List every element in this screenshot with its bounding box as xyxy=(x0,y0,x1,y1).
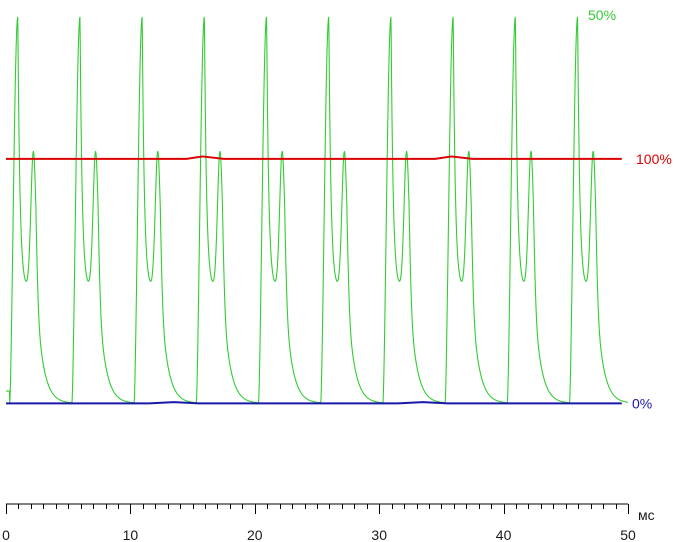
x-tick-label: 20 xyxy=(247,527,263,542)
series-line-2 xyxy=(6,401,622,405)
x-tick-label: 30 xyxy=(371,527,387,542)
x-tick-label: 0 xyxy=(2,527,10,542)
series-label-2: 0% xyxy=(632,395,652,411)
x-unit-label: мс xyxy=(638,507,655,523)
series-labels: 50% 100% 0% xyxy=(588,7,672,411)
x-tick-label: 50 xyxy=(620,527,636,542)
x-tick-label: 10 xyxy=(123,527,139,542)
series-line-1 xyxy=(6,155,622,160)
series-group xyxy=(5,16,629,405)
series-line-0 xyxy=(5,16,629,404)
series-label-1: 100% xyxy=(636,151,672,167)
x-tick-label: 40 xyxy=(496,527,512,542)
series-label-0: 50% xyxy=(588,7,616,23)
